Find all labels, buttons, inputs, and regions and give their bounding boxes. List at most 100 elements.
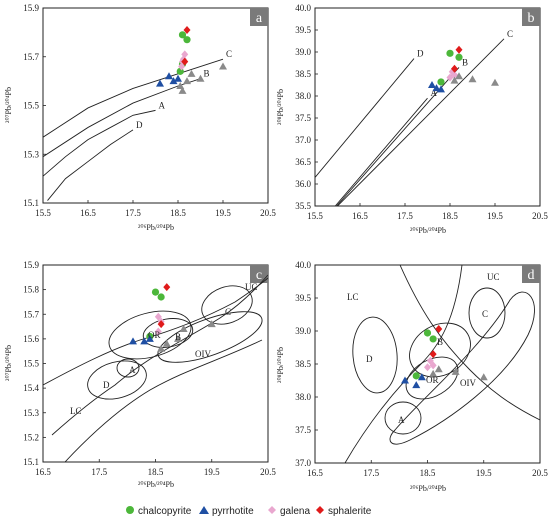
- pyrrhotite-point: [129, 337, 137, 345]
- panel-d-y-ticks: 37.0 37.5 38.0 38.5 39.0 39.5 40.0: [295, 260, 318, 468]
- region-c: [201, 285, 253, 325]
- label-c-region: C: [482, 309, 488, 319]
- sphalerite-marker-icon: [316, 506, 324, 514]
- pyrrhotite-marker-icon: [199, 506, 209, 514]
- pyrrhotite-point: [174, 74, 182, 82]
- pyrrhotite-point: [145, 334, 154, 342]
- chalcopyrite-point: [423, 329, 432, 337]
- legend-item-pyrrhotite: pyrrhotite: [199, 506, 254, 517]
- x-tick-label: 17.5: [363, 468, 379, 478]
- panel-d-points: [401, 325, 488, 389]
- unlabeled-point: [455, 72, 463, 80]
- pyrrhotite-point: [432, 84, 441, 92]
- pyrrhotite-point: [156, 79, 164, 87]
- panel-a-growth-curves: C B A D: [43, 49, 232, 201]
- x-tick-label: 20.5: [532, 468, 548, 478]
- unlabeled-point: [162, 339, 171, 347]
- y-tick-label: 15.3: [23, 408, 39, 418]
- x-tick-label: 16.5: [307, 468, 323, 478]
- panel-d-regions: [344, 265, 540, 463]
- x-tick-label: 18.5: [442, 211, 458, 221]
- region-d: [87, 360, 147, 400]
- label-d-region: D: [103, 380, 110, 390]
- unlabeled-point: [491, 78, 499, 86]
- panel-d: d 16.5 17.5 18.5 19.5 20.5 37.037.538.038.53…: [276, 260, 548, 493]
- sphalerite-point: [451, 64, 458, 73]
- sphalerite-point: [157, 320, 165, 329]
- y-tick-label: 15.4: [23, 383, 39, 393]
- curve-label-c: C: [507, 29, 513, 39]
- panel-b-points: [428, 45, 499, 93]
- panel-c-tag: c: [250, 265, 268, 283]
- panel-b-growth-curves: D C B A: [315, 29, 513, 206]
- label-oiv: OIV: [195, 349, 211, 359]
- panel-d-ylabel: ²⁰⁸Pb/²⁰⁴Pb: [276, 347, 285, 383]
- pyrrhotite-point: [140, 337, 149, 345]
- y-tick-label: 15.5: [23, 101, 39, 111]
- panel-b-ylabel: ²⁰⁸Pb/²⁰⁴Pb: [276, 89, 285, 125]
- chalcopyrite-point: [429, 335, 437, 343]
- x-tick-label: 18.5: [148, 467, 164, 477]
- unlabeled-point: [468, 75, 477, 83]
- legend-label: galena: [280, 506, 310, 517]
- y-tick-label: 36.5: [295, 157, 311, 167]
- y-tick-label: 15.2: [23, 432, 39, 442]
- panel-a-tag: a: [250, 8, 268, 26]
- y-tick-label: 35.5: [295, 201, 311, 211]
- growth-curve-a: [43, 109, 156, 177]
- label-lc: LC: [347, 292, 359, 302]
- x-tick-label: 15.5: [35, 208, 51, 218]
- chalcopyrite-point: [437, 78, 445, 86]
- y-tick-label: 39.0: [295, 326, 311, 336]
- label-a-region: A: [129, 365, 136, 375]
- label-lc: LC: [70, 406, 82, 416]
- panel-c-y-ticks: 15.1 15.2 15.3 15.4 15.5 15.6 15.7 15.8 15.9: [23, 260, 46, 467]
- region-a: [116, 358, 140, 378]
- panel-c-ylabel: ²⁰⁷Pb/²⁰⁴Pb: [4, 345, 13, 381]
- panel-b-tag: b: [522, 8, 540, 26]
- galena-marker-icon: [268, 506, 276, 514]
- panel-c: c 16.5 17.5 18.5 19.5 20.5 15.115.215.315.41…: [4, 260, 276, 489]
- panel-a-letter: a: [256, 11, 263, 26]
- region-c: [468, 287, 506, 339]
- curve-label-a: A: [431, 88, 438, 98]
- curve-label-a: A: [159, 100, 166, 110]
- label-or: OR: [148, 330, 161, 340]
- chalcopyrite-point: [412, 372, 420, 380]
- y-tick-label: 15.7: [23, 309, 39, 319]
- panel-a-x-ticks: 15.5 16.5 17.5 18.5 19.5 20.5: [35, 200, 276, 218]
- label-oiv: OIV: [460, 378, 476, 388]
- chalcopyrite-point: [178, 31, 187, 39]
- panel-b-x-ticks: 15.5 16.5 17.5 18.5 19.5 20.5: [307, 203, 548, 221]
- legend-item-chalcopyrite: chalcopyrite: [126, 506, 192, 517]
- sphalerite-point: [435, 325, 443, 334]
- panel-a: a 15.5 16.5 17.5 18.5 19.5 20.5 15.115.315.51…: [4, 3, 276, 232]
- y-tick-label: 15.1: [23, 198, 39, 208]
- region-oiv: [157, 311, 263, 363]
- galena-point: [446, 73, 454, 82]
- y-tick-label: 15.7: [23, 52, 39, 62]
- galena-point: [424, 363, 431, 372]
- x-tick-label: 16.5: [35, 467, 51, 477]
- label-a-region: A: [398, 415, 405, 425]
- label-c-region: C: [225, 307, 231, 317]
- region-upper-bound-outer: [43, 277, 268, 386]
- unlabeled-point: [183, 77, 191, 85]
- galena-point: [178, 62, 186, 71]
- x-tick-label: 16.5: [80, 208, 96, 218]
- unlabeled-point: [451, 367, 460, 375]
- y-tick-label: 38.0: [295, 392, 311, 402]
- unlabeled-point: [178, 86, 187, 94]
- y-tick-label: 15.3: [23, 149, 39, 159]
- panel-c-points: [129, 283, 216, 352]
- growth-curve-c: [43, 58, 224, 138]
- panel-d-letter: d: [528, 268, 535, 283]
- curve-label-b: B: [204, 69, 210, 79]
- y-tick-label: 39.5: [295, 25, 311, 35]
- pyrrhotite-point: [169, 77, 178, 85]
- panel-b-y-ticks: 35.5 36.0 36.5 37.0 37.5 38.0 38.5 39.0 39.5 40.0: [295, 3, 318, 211]
- sphalerite-point: [163, 283, 171, 292]
- panel-a-xlabel: ²⁰⁶Pb/²⁰⁴Pb: [138, 223, 174, 232]
- galena-point: [154, 327, 162, 336]
